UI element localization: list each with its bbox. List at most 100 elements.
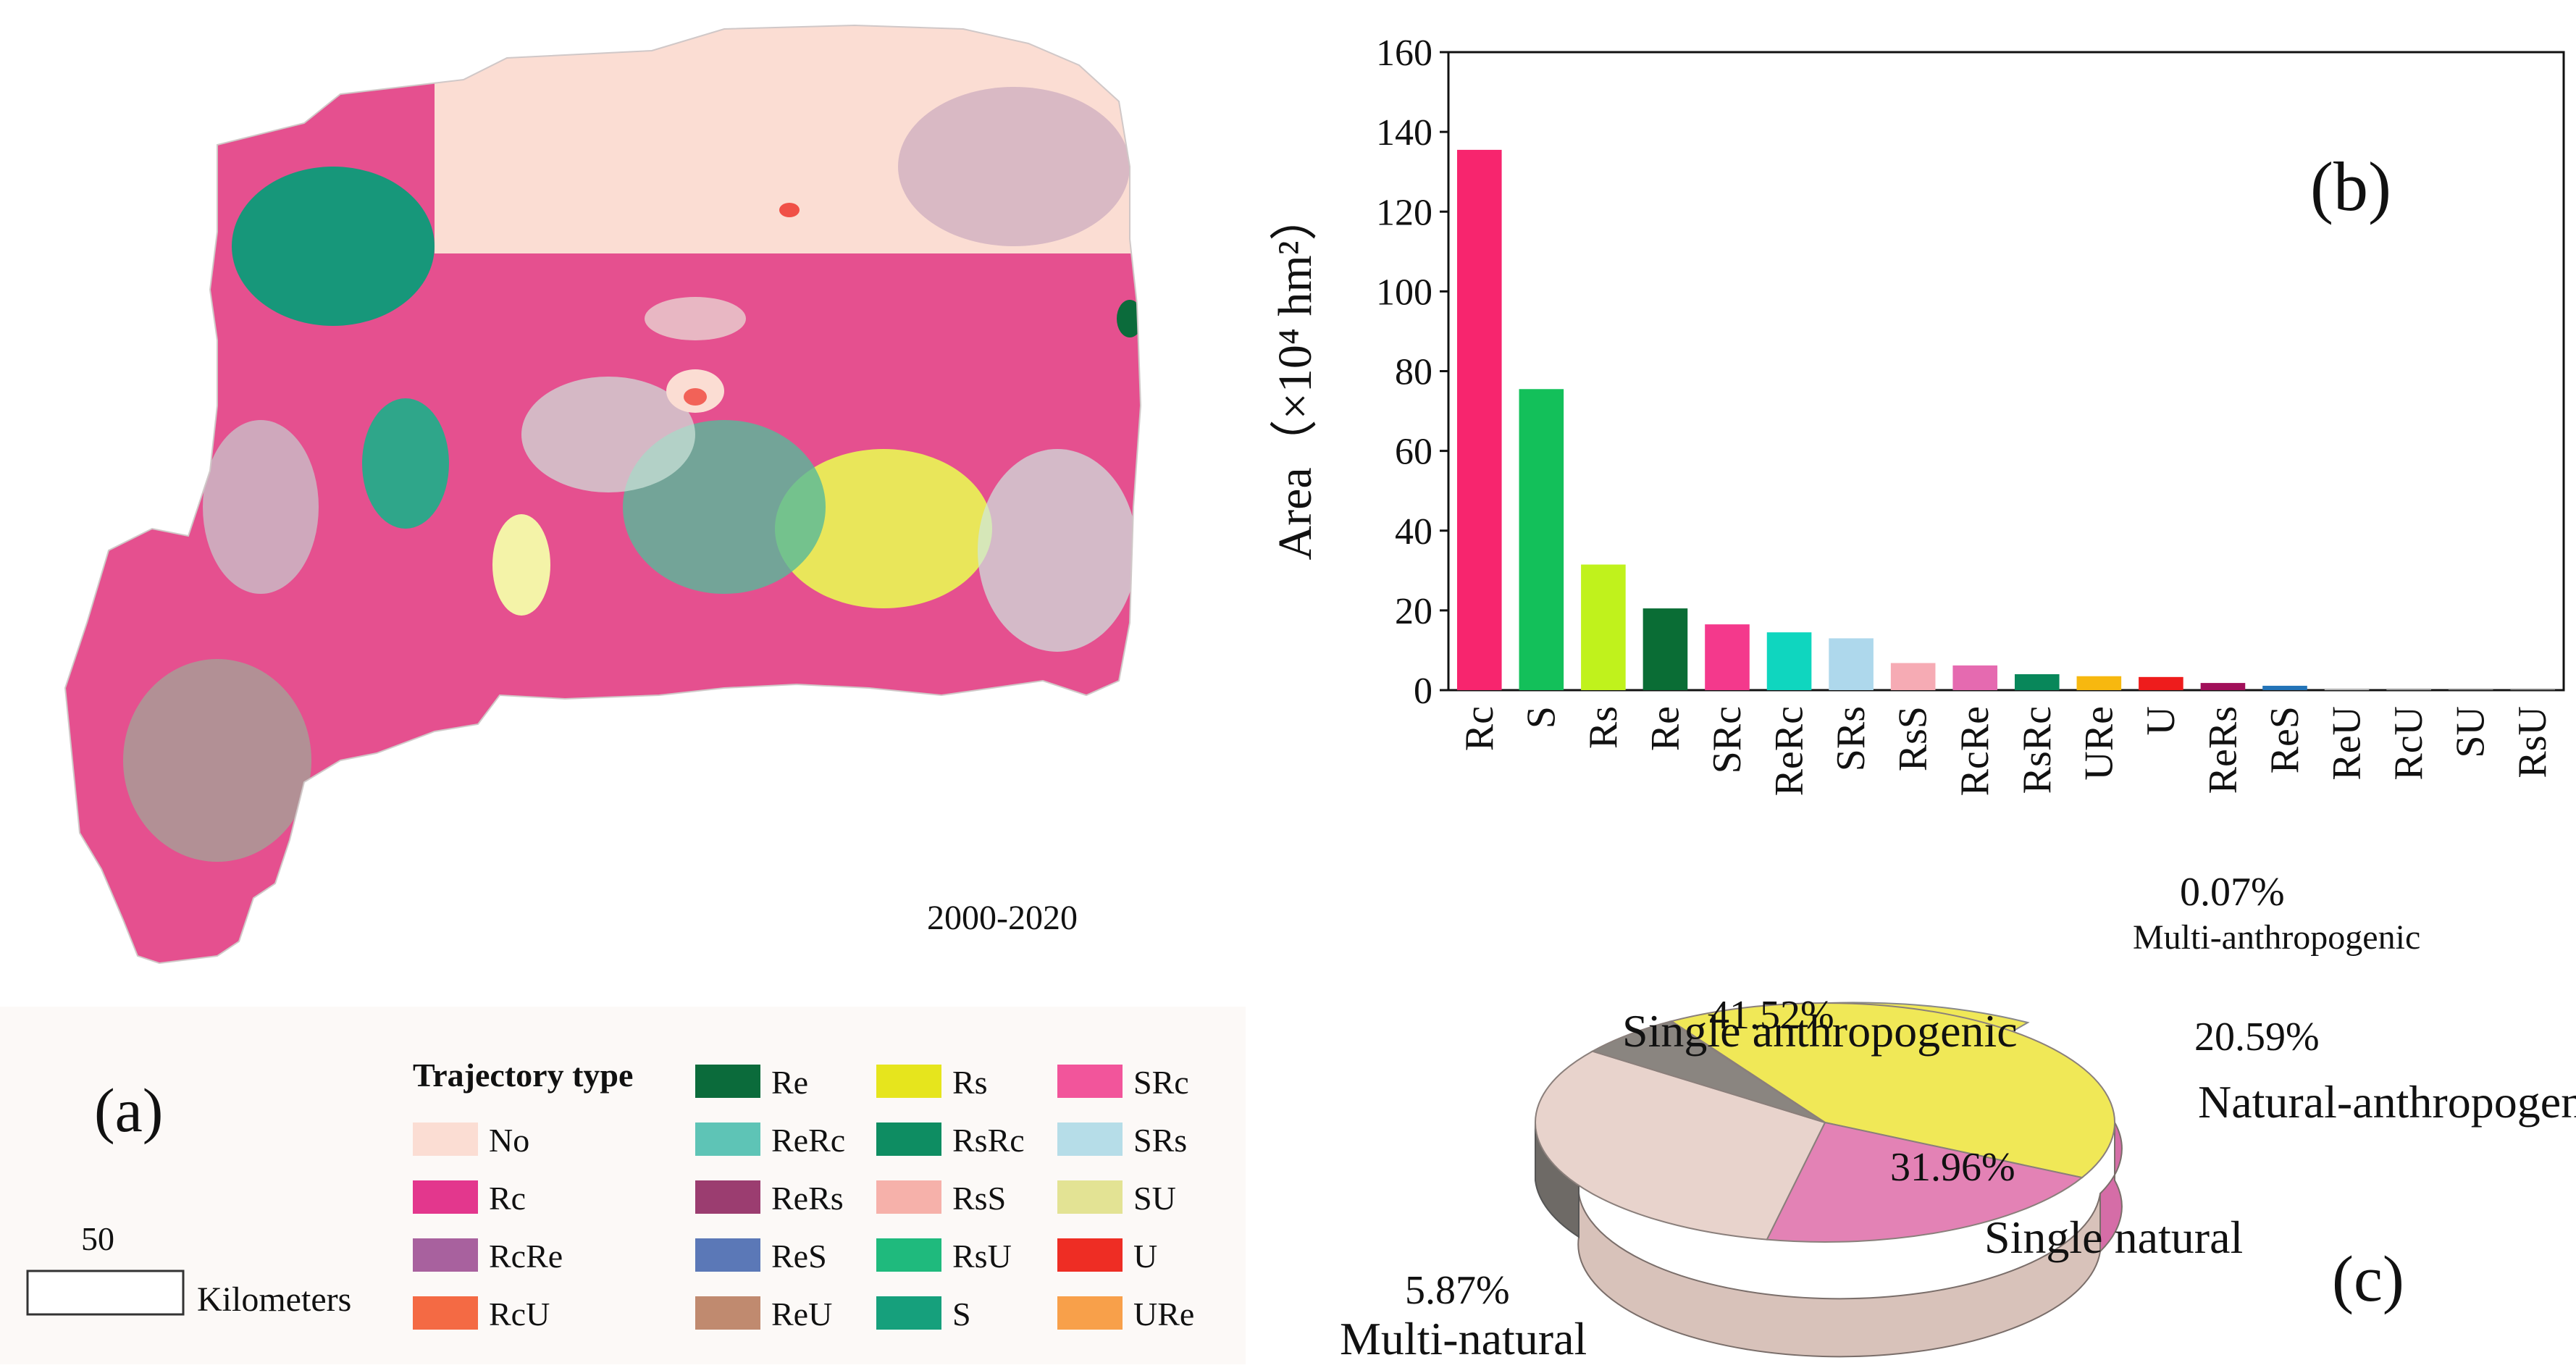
bar-re: [1642, 608, 1688, 690]
bar-rc: [1456, 149, 1502, 690]
pie-pct-multi-anthropogenic: 0.07%: [2180, 870, 2285, 915]
x-tick-label-rcu: RcU: [2386, 706, 2431, 781]
pie-name-multi-anthropogenic: Multi-anthropogenic: [2133, 918, 2420, 957]
legend-label-src: SRc: [1133, 1064, 1189, 1101]
x-tick-label-rsrc: RsRc: [2015, 706, 2060, 794]
bar-marks: Rc S Rs Re SRc ReRc SRs RsS RcRe RsRc URe U ReRs ReS R…: [1456, 149, 2556, 796]
legend-swatch-res: [695, 1238, 760, 1272]
legend-swatch-src: [1057, 1065, 1123, 1098]
bar-reu: [2324, 689, 2370, 690]
pie-slice-natural-anthropogenic: [1766, 1121, 2084, 1243]
x-tick-label-rerc: ReRc: [1767, 706, 1812, 796]
legend-swatch-rs: [876, 1065, 941, 1098]
legend-swatch-rerc: [695, 1122, 760, 1156]
scale-bar: [26, 1270, 185, 1316]
legend-label-rss: RsS: [952, 1180, 1006, 1217]
bar-rers: [2200, 683, 2246, 690]
map-region: [64, 24, 1142, 965]
legend-label-res: ReS: [771, 1238, 827, 1275]
pie-name-single-natural: Single natural: [1984, 1212, 2243, 1263]
legend-swatch-no: [413, 1122, 478, 1156]
y-tick-label: 60: [1395, 432, 1432, 473]
panel-label-c: (c): [2332, 1243, 2404, 1315]
x-tick-label-rsu: RsU: [2510, 706, 2555, 779]
x-tick-label-reu: ReU: [2325, 706, 2370, 781]
legend-label-su: SU: [1133, 1180, 1176, 1217]
bar-rs: [1581, 564, 1626, 690]
x-tick-label-srs: SRs: [1829, 706, 1874, 771]
legend-label-rs: Rs: [952, 1064, 988, 1101]
bar-u: [2139, 676, 2183, 690]
legend-label-rc: Rc: [489, 1180, 526, 1217]
bar-rerc: [1766, 632, 1812, 690]
legend-label-u: U: [1133, 1238, 1157, 1275]
bar-y-axis-label: Area（×10⁴ hm²）: [1269, 193, 1322, 560]
map-period: 2000-2020: [927, 899, 1078, 937]
legend-swatch-rers: [695, 1180, 760, 1214]
x-tick-label-re: Re: [1642, 706, 1687, 751]
legend-swatch-rcu: [413, 1296, 478, 1330]
legend-swatch-s: [876, 1296, 941, 1330]
x-tick-label-res: ReS: [2262, 706, 2307, 773]
legend-label-no: No: [489, 1122, 529, 1159]
legend-label-srs: SRs: [1133, 1122, 1187, 1159]
pie-name-single-anthropogenic: Single anthropogenic: [1622, 1005, 2018, 1057]
x-tick-label-s: S: [1519, 706, 1564, 729]
y-tick-label: 160: [1376, 33, 1432, 74]
y-tick-label: 100: [1376, 272, 1432, 313]
legend-label-rers: ReRs: [771, 1180, 844, 1217]
legend-swatch-rsrc: [876, 1122, 941, 1156]
legend-swatch-ure: [1057, 1296, 1123, 1330]
bar-rcre: [1952, 665, 1998, 690]
legend-swatch-srs: [1057, 1122, 1123, 1156]
legend-title: Trajectory type: [413, 1057, 633, 1094]
pie-name-multi-natural: Multi-natural: [1340, 1313, 1587, 1364]
pie-slice-single-anthropogenic: [1669, 1002, 2115, 1179]
map-figure: 2000-2020 (a) 50 Kilometers Trajectory t…: [0, 24, 1246, 1364]
pie-side-natural-anthropogenic: [2099, 1120, 2123, 1254]
bar-s: [1519, 389, 1564, 690]
legend-background: [0, 1007, 1246, 1364]
scale-value: 50: [81, 1220, 114, 1257]
x-tick-label-src: SRc: [1705, 706, 1750, 773]
pie-name-natural-anthropogenic: Natural-anthropogenic: [2198, 1076, 2576, 1128]
x-tick-label-rcre: RcRe: [1952, 706, 1997, 796]
pie-slices: [1535, 1002, 2115, 1243]
legend-label-s: S: [952, 1296, 971, 1333]
panel-c: 41.52% Single anthropogenic 20.59% Natural-…: [1246, 862, 2576, 1364]
pie-slice-single-natural: [1535, 1050, 1826, 1241]
legend: No Rc RcRe RcU Re ReRc ReRs ReS ReU Rs RsRc RsS RsU S…: [413, 1064, 1194, 1333]
bar-rss: [1890, 663, 1936, 690]
bar-rsrc: [2014, 673, 2060, 690]
bar-src: [1705, 624, 1750, 690]
pie-slice-multi-natural: [1590, 1020, 1826, 1123]
pie-pct-single-anthropogenic: 41.52%: [1709, 993, 1834, 1038]
legend-label-rerc: ReRc: [771, 1122, 845, 1159]
legend-swatch-rcre: [413, 1238, 478, 1272]
bar-rsu: [2510, 689, 2556, 690]
pie-slice-multi-anthropogenic: [1669, 1020, 1826, 1123]
legend-label-rcre: RcRe: [489, 1238, 563, 1275]
pie-chart: 41.52%Single anthropogenic 20.59% Natural-…: [1340, 870, 2576, 1364]
x-tick-label-rers: ReRs: [2200, 706, 2245, 794]
legend-label-reu: ReU: [771, 1296, 832, 1333]
x-tick-label-ure: URe: [2076, 706, 2121, 781]
pie-pct-natural-anthropogenic: 20.59%: [2194, 1015, 2320, 1059]
bar-rcu: [2386, 689, 2431, 690]
legend-swatch-u: [1057, 1238, 1123, 1272]
panel-label-b: (b): [2310, 148, 2391, 225]
x-tick-label-rs: Rs: [1581, 706, 1626, 749]
map-land-cover: [123, 25, 1141, 862]
y-tick-label: 80: [1395, 352, 1432, 393]
x-tick-label-rss: RsS: [1891, 706, 1936, 771]
x-tick-label-su: SU: [2449, 706, 2493, 758]
legend-label-rsu: RsU: [952, 1238, 1012, 1275]
y-tick-label: 140: [1376, 112, 1432, 154]
panel-b: 0 20 40 60 80 100 120 140 160 Rc S Rs Re SRc ReRc SRs R…: [1246, 0, 2576, 862]
legend-swatch-reu: [695, 1296, 760, 1330]
y-tick-label: 40: [1395, 511, 1432, 553]
y-tick-label: 0: [1414, 671, 1432, 712]
panel-label-a: (a): [94, 1075, 163, 1145]
bar-ure: [2076, 676, 2122, 690]
